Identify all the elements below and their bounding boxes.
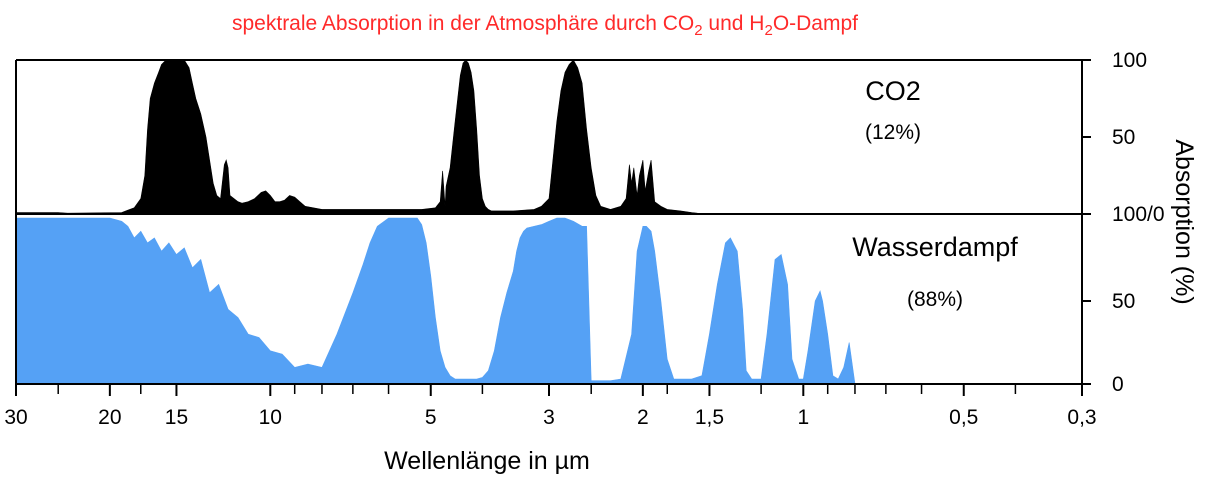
x-tick-label: 5: [425, 406, 437, 429]
x-axis-label: Wellenlänge in µm: [384, 447, 590, 475]
x-axis-label-text: Wellenlänge in: [384, 447, 554, 475]
x-tick-label: 1,5: [695, 406, 724, 429]
series-share-co2: (12%): [865, 121, 921, 144]
x-tick-label: 1: [797, 406, 809, 429]
series-label-water: Wasserdampf: [852, 232, 1018, 262]
labels-layer: CO2 (12%) Wasserdampf (88%): [852, 76, 1018, 311]
title-prefix: spektrale Absorption in der Atmosphäre d…: [232, 12, 695, 35]
x-tick-label: 10: [259, 406, 282, 429]
series-area-water: [15, 217, 864, 385]
y-tick-label: 100: [1112, 49, 1147, 72]
x-tick-label: 15: [165, 406, 188, 429]
y-tick-label: 50: [1112, 290, 1135, 313]
co2-area-layer: [15, 59, 710, 215]
y-tick-label: 100/0: [1112, 203, 1165, 226]
water-area-layer: [15, 217, 864, 385]
x-tick-label: 0,3: [1067, 406, 1096, 429]
series-label-co2: CO2: [865, 76, 921, 106]
x-tick-label: 2: [637, 406, 649, 429]
title-middle: und H: [702, 12, 765, 35]
series-share-water: (88%): [907, 288, 963, 311]
title-suffix: O-Dampf: [772, 12, 858, 35]
series-area-co2: [15, 59, 710, 215]
x-axis-label-unit: µm: [555, 447, 590, 475]
x-tick-label: 30: [4, 406, 27, 429]
title-sub-1: 2: [694, 22, 703, 40]
title-sub-2: 2: [764, 22, 773, 40]
x-tick-label: 0,5: [949, 406, 978, 429]
chart-title: spektrale Absorption in der Atmosphäre d…: [0, 12, 1090, 39]
x-tick-label: 20: [98, 406, 121, 429]
axes-layer: 30 20 15 10 5 3 2 1,5 1 0,5 0,3 50 100 100/0 0 50 Absorp…: [4, 49, 1198, 475]
y-axis-label: Absorption (%): [1170, 139, 1198, 304]
x-tick-label: 3: [543, 406, 555, 429]
y-tick-label: 0: [1112, 373, 1124, 396]
y-tick-label: 50: [1112, 126, 1135, 149]
